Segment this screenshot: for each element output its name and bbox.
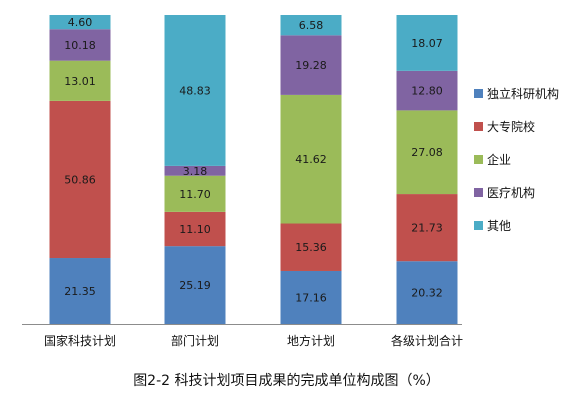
data-label: 11.10 — [179, 223, 211, 236]
legend-label: 独立科研机构 — [487, 86, 559, 101]
bar-segment-4-4 — [396, 70, 458, 111]
data-label: 21.73 — [411, 222, 443, 235]
data-label: 21.35 — [64, 285, 96, 298]
data-label: 27.08 — [411, 146, 443, 159]
bar-segment-3-3 — [280, 94, 342, 224]
bar-segment-1-1 — [49, 258, 111, 324]
bar-segment-1-4 — [49, 29, 111, 61]
data-label: 13.01 — [64, 75, 96, 88]
bar-segment-4-1 — [396, 261, 458, 324]
legend-label: 其他 — [487, 219, 511, 233]
legend-label: 企业 — [487, 152, 511, 167]
data-label: 18.07 — [411, 37, 443, 50]
bar-segment-4-3 — [396, 110, 458, 195]
data-label: 50.86 — [64, 173, 96, 186]
legend-swatch — [474, 89, 483, 98]
data-label: 41.62 — [295, 153, 327, 166]
data-label: 15.36 — [295, 241, 327, 254]
legend-swatch — [474, 221, 483, 230]
bar-segment-4-5 — [396, 15, 458, 71]
data-label: 20.32 — [411, 287, 443, 300]
data-label: 25.19 — [179, 279, 211, 292]
bar-segment-2-1 — [164, 246, 226, 324]
chart-caption: 图2-2 科技计划项目成果的完成单位构成图（%） — [133, 373, 440, 389]
bar-segment-3-2 — [280, 223, 342, 271]
x-tick-label: 部门计划 — [171, 333, 219, 348]
bar-segment-1-2 — [49, 100, 111, 259]
data-label: 4.60 — [68, 16, 93, 29]
legend-label: 医疗机构 — [487, 185, 535, 200]
x-tick-label: 地方计划 — [287, 333, 335, 348]
data-label: 12.80 — [411, 85, 443, 98]
data-label: 48.83 — [179, 84, 211, 97]
legend-label: 大专院校 — [487, 119, 535, 134]
legend-swatch — [474, 155, 483, 164]
bar-segment-3-1 — [280, 270, 342, 324]
x-tick-label: 各级计划合计 — [391, 333, 463, 348]
legend-swatch — [474, 122, 483, 131]
bar-segment-4-2 — [396, 194, 458, 262]
bar-segment-2-2 — [164, 211, 226, 247]
legend-swatch — [474, 188, 483, 197]
data-label: 3.18 — [183, 165, 208, 178]
bar-segment-3-5 — [280, 15, 342, 36]
bar-segment-3-4 — [280, 35, 342, 95]
bar-segment-1-5 — [49, 15, 111, 30]
data-label: 10.18 — [64, 39, 96, 52]
bar-segment-2-3 — [164, 175, 226, 212]
data-label: 17.16 — [295, 291, 327, 304]
data-label: 19.28 — [295, 59, 327, 72]
data-label: 11.70 — [179, 188, 211, 201]
bar-segment-2-5 — [164, 15, 226, 166]
data-label: 6.58 — [299, 19, 324, 32]
bar-segment-1-3 — [49, 60, 111, 101]
x-tick-label: 国家科技计划 — [44, 333, 116, 348]
bar-segment-2-4 — [164, 165, 226, 176]
